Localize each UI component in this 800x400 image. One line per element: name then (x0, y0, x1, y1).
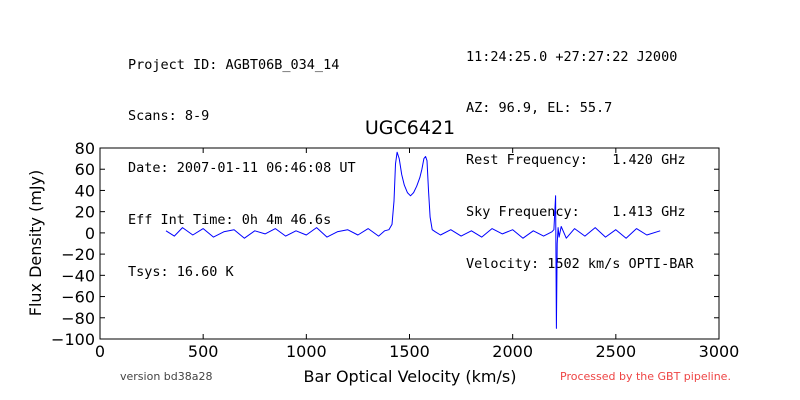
velocity-text: Velocity: 1502 km/s OPTI-BAR (466, 256, 694, 273)
series-line (165, 151, 661, 329)
x-tick-label: 0 (95, 342, 105, 361)
y-tick-label: −80 (61, 309, 95, 328)
y-axis-label: Flux Density (mJy) (26, 170, 45, 317)
plot-frame (99, 147, 720, 340)
chart-title: UGC6421 (365, 117, 455, 139)
version-text: version bd38a28 (120, 370, 213, 383)
rest-frequency-text: Rest Frequency: 1.420 GHz (466, 152, 686, 169)
y-tick-label: 0 (85, 224, 95, 243)
axis-ticks: 0 500 1000 1500 2000 2500 3000 −100 −80 −60 −40 −20… (51, 139, 739, 361)
x-tick-label: 1500 (389, 342, 430, 361)
y-tick-label: −60 (61, 288, 95, 307)
header-right-block: 11:24:25.0 +27:27:22 J2000 AZ: 96.9, EL:… (466, 14, 694, 291)
header-left-block: Project ID: AGBT06B_034_14 Scans: 8-9 Da… (128, 22, 356, 299)
scans-text: Scans: 8-9 (128, 108, 210, 125)
eff-int-time-text: Eff Int Time: 0h 4m 46.6s (128, 212, 332, 229)
x-tick-label: 1000 (286, 342, 327, 361)
x-tick-label: 2500 (595, 342, 636, 361)
x-axis-label: Bar Optical Velocity (km/s) (304, 367, 517, 386)
project-id-text: Project ID: AGBT06B_034_14 (128, 56, 340, 73)
az-el-text: AZ: 96.9, EL: 55.7 (466, 100, 613, 117)
x-tick-label: 3000 (699, 342, 740, 361)
x-tick-label: 2000 (492, 342, 533, 361)
y-tick-label: 80 (75, 139, 95, 158)
x-tick-label: 500 (188, 342, 219, 361)
y-tick-label: −20 (61, 245, 95, 264)
y-tick-label: 20 (75, 203, 95, 222)
date-text: Date: 2007-01-11 06:46:08 UT (128, 160, 356, 177)
pipeline-text: Processed by the GBT pipeline. (560, 370, 731, 383)
y-tick-label: 40 (75, 181, 95, 200)
coordinates-text: 11:24:25.0 +27:27:22 J2000 (466, 48, 678, 65)
sky-frequency-text: Sky Frequency: 1.413 GHz (466, 204, 686, 221)
y-tick-label: 60 (75, 160, 95, 179)
y-tick-label: −40 (61, 266, 95, 285)
y-tick-label: −100 (51, 330, 95, 349)
tsys-text: Tsys: 16.60 K (128, 264, 234, 281)
